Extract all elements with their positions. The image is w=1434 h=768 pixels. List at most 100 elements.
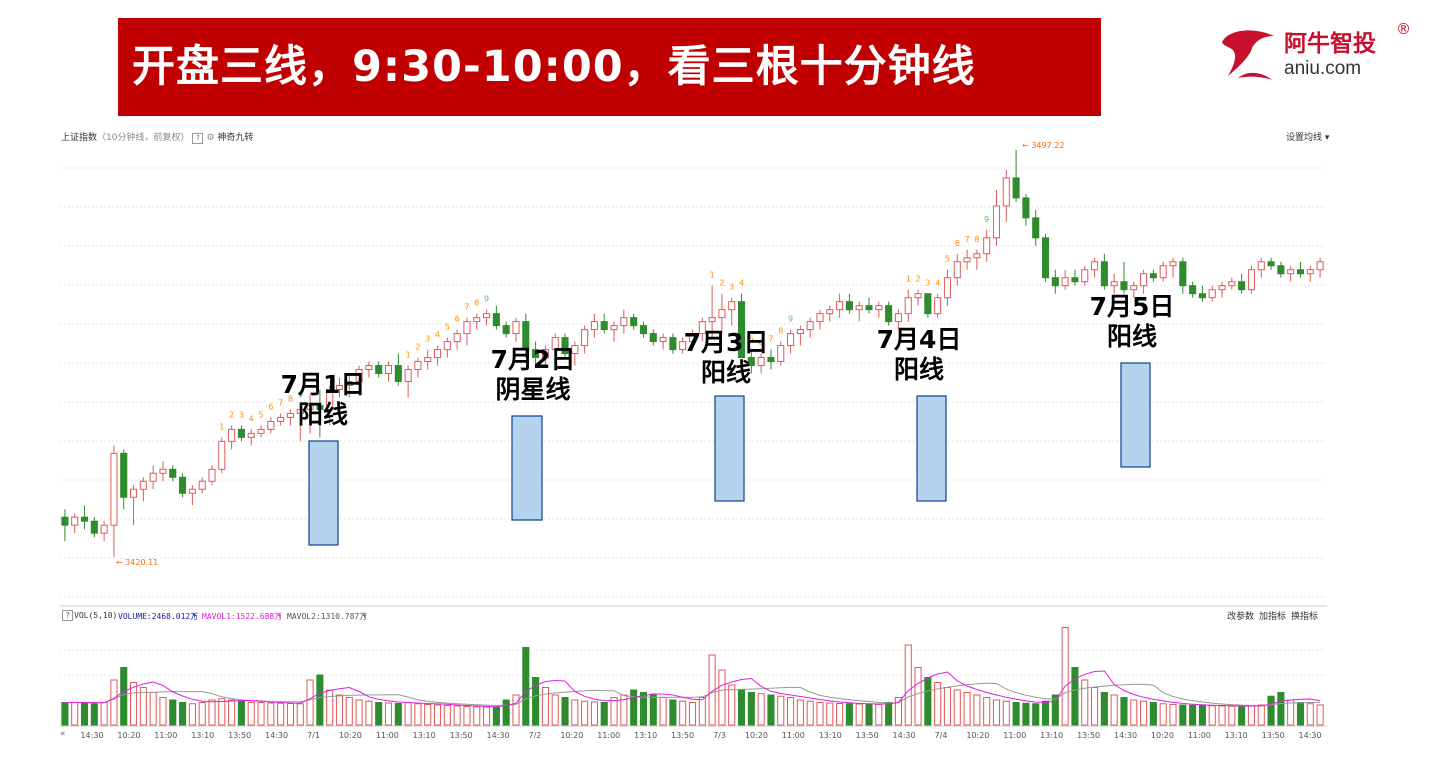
volume-bar [120,667,128,726]
volume-bar [904,644,912,726]
candle-up [512,321,520,335]
candle-up [943,277,952,299]
volume-bar [924,677,932,726]
candle-down [169,468,177,478]
volume-bar [365,700,373,726]
candle-down [237,428,245,438]
annotation-date: 7月4日 [876,325,962,354]
candle-up [1208,289,1216,299]
logo-url: aniu.com [1284,58,1362,79]
vol-help-icon[interactable]: ? [62,610,73,621]
candle-up [296,408,304,414]
volume-bar [1238,706,1246,726]
x-tick-label: 14:30 [80,731,103,740]
x-tick-label: 13:10 [191,731,214,740]
switch-indicator-button[interactable]: 换指标 [1291,612,1319,622]
candle-down [1032,217,1040,239]
candle-up [590,321,598,331]
volume-bar [345,697,353,726]
candle-down [924,293,932,315]
volume-bar [1032,703,1040,726]
mavol-lines-layer [64,670,1321,708]
volume-bar [718,669,726,726]
candle-down [845,301,853,311]
volume-bar [1149,702,1157,726]
volume-bar [659,697,667,726]
td-count-label: 7 [768,335,773,344]
volume-bar [875,704,883,726]
mavol1-value: MAVOL1:1522.688万 [202,612,283,621]
candle-up [1140,273,1148,287]
scroll-left-button[interactable]: « [60,729,66,739]
candle-down [1267,261,1275,267]
volume-bar [1287,699,1295,726]
volume-bar [630,689,638,726]
gear-icon[interactable]: ⚙ [206,133,215,143]
candle-up [787,333,795,347]
logo-name: 阿牛智投 [1284,31,1376,57]
volume-bar [306,679,314,726]
candle-up [1257,261,1265,271]
x-tick-label: 13:50 [228,731,251,740]
candle-up [875,305,883,311]
aniu-logo: 阿牛智投 ® aniu.com [1218,18,1418,88]
candle-up [934,297,942,315]
td-count-label: 8 [778,327,783,336]
candle-up [571,345,579,355]
volume-bar [1159,703,1167,726]
volume-bar [61,702,69,726]
candle-down [639,325,648,335]
volume-bar [806,700,814,726]
candle-down [1189,285,1197,295]
volume-bar [404,702,412,726]
volume-gridlines [60,649,1327,727]
td-count-label: 1 [710,271,715,280]
x-tick-label: 7/3 [713,731,726,740]
volume-bar [1277,692,1285,726]
candle-up [198,480,206,490]
x-tick-label: 14:30 [265,731,288,740]
help-icon[interactable]: ? [192,133,204,144]
candle-down [1051,277,1059,287]
annotation-jul5: 7月5日 阳线 [1072,292,1192,352]
candle-up [551,337,559,351]
candle-up [541,349,549,359]
volume-bar [80,702,89,726]
volume-bar [992,699,1001,726]
candle-down [600,321,608,331]
candle-up [159,468,167,474]
settings-ma-button[interactable]: 设置均线 ▾ [1286,130,1329,143]
volume-bars-layer [61,627,1324,726]
candle-up [443,341,451,351]
candle-up [335,384,344,390]
volume-bar [394,703,402,726]
candle-up [708,317,716,323]
candle-down [1071,277,1079,283]
annotation-jul3: 7月3日 阳线 [666,328,786,388]
change-params-button[interactable]: 改参数 [1227,612,1255,622]
candle-up [277,416,285,422]
volume-bar [1306,703,1314,726]
volume-bar [1140,700,1148,726]
volume-bar [169,699,177,726]
bull-logo-icon [1222,30,1274,80]
volume-bar [267,702,275,726]
volume-bar [188,703,196,726]
volume-bar [1189,704,1197,726]
low-price-label: ← 3420.11 [116,558,158,567]
volume-bar [983,697,991,726]
index-name: 上证指数 [61,133,98,143]
volume-bar [757,693,765,726]
candle-down [561,337,569,355]
volume-bar [885,702,893,726]
indicator-name[interactable]: 神奇九转 [217,133,254,143]
candle-up [404,369,412,382]
candle-down [1179,261,1187,287]
volume-bar [747,692,755,726]
add-indicator-button[interactable]: 加指标 [1259,612,1287,622]
candle-up [130,488,138,498]
volume-bar [1100,692,1108,726]
volume-bar [953,689,961,726]
td-count-label: 5 [258,410,263,419]
